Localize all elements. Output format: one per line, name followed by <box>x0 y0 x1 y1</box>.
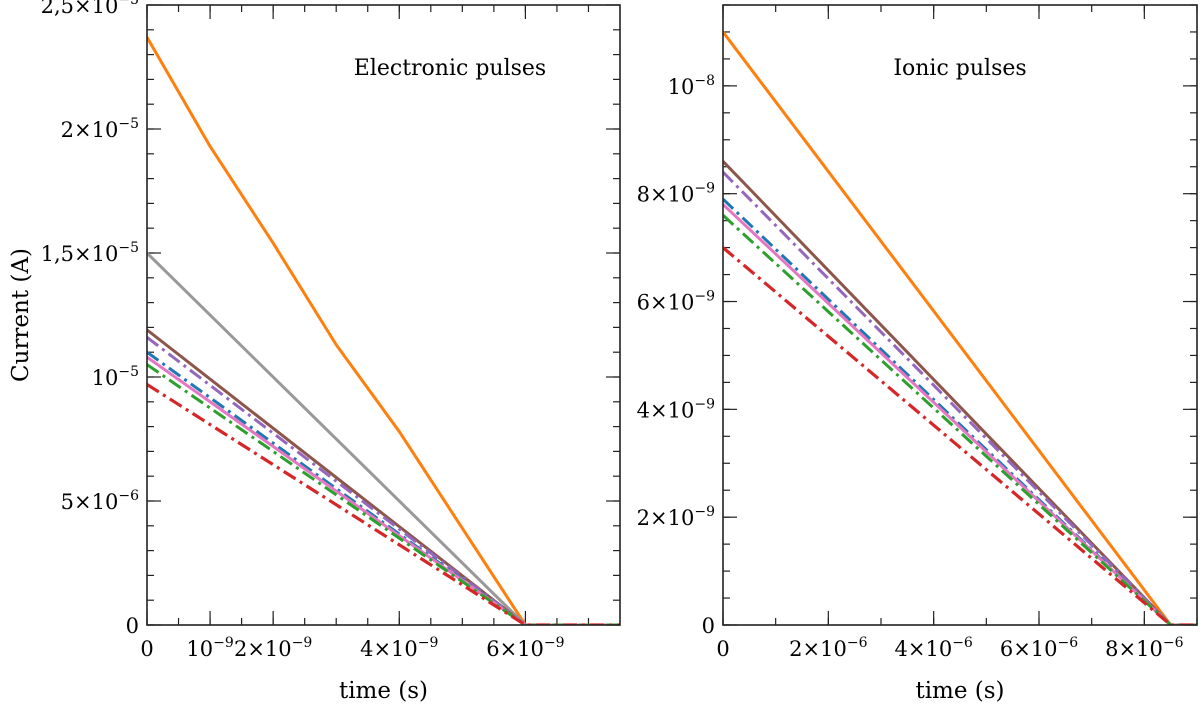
series-line-5 <box>723 203 1197 625</box>
series-line-3 <box>723 171 1197 625</box>
y-tick-label: 2×10−9 <box>637 504 715 530</box>
minor-ticks <box>722 4 1198 626</box>
x-tick-label: 2×10−9 <box>234 635 312 661</box>
x-tick-label: 4×10−9 <box>360 635 438 661</box>
x-tick-label: 2×10−6 <box>789 635 867 661</box>
plot-frame <box>146 4 621 626</box>
x-axis-label: time (s) <box>915 678 1004 704</box>
series-line-4 <box>147 336 620 625</box>
series-line-6 <box>147 355 620 625</box>
x-tick-label: 8×10−6 <box>1105 635 1183 661</box>
y-tick-label: 10−8 <box>668 73 715 99</box>
x-tick-label: 0 <box>716 637 729 661</box>
electronic-pulses-panel: 0 10−9 2×10−9 4×10−9 6×10−9 0 5×10−6 10−5 1,5×10… <box>8 0 621 704</box>
y-tick-label: 5×10−6 <box>61 488 139 514</box>
ionic-pulses-panel: 0 2×10−6 4×10−6 6×10−6 8×10−6 0 2×10−9 4×10−9 6×… <box>637 4 1198 704</box>
y-tick-label: 0 <box>126 614 139 638</box>
series-line-1 <box>147 36 620 625</box>
y-tick-label: 6×10−9 <box>637 289 715 315</box>
plot-frame <box>722 4 1198 626</box>
x-tick-label: 6×10−9 <box>486 635 564 661</box>
panel-annotation: Ionic pulses <box>893 56 1026 81</box>
series-line-8 <box>147 383 620 625</box>
x-tick-label: 6×10−6 <box>1000 635 1078 661</box>
y-axis-label: Current (A) <box>8 248 34 382</box>
y-tick-label: 10−5 <box>92 364 139 390</box>
panel-annotation: Electronic pulses <box>354 56 546 81</box>
x-axis-label: time (s) <box>339 678 428 704</box>
series-line-5 <box>147 350 620 625</box>
x-tick-label: 4×10−6 <box>895 635 973 661</box>
series-line-2 <box>147 251 620 625</box>
series-lines <box>723 31 1197 625</box>
series-line-2 <box>723 160 1197 625</box>
x-tick-label: 10−9 <box>186 635 233 661</box>
y-tick-label: 2,5×10−5 <box>41 0 139 18</box>
minor-ticks <box>146 5 620 626</box>
y-tick-label: 2×10−5 <box>61 116 139 142</box>
series-line-6 <box>723 214 1197 625</box>
y-tick-label: 8×10−9 <box>637 181 715 207</box>
series-lines <box>147 36 620 625</box>
x-tick-label: 0 <box>140 637 153 661</box>
y-tick-label: 1,5×10−5 <box>41 240 139 266</box>
series-line-3 <box>147 328 620 625</box>
y-tick-label: 4×10−9 <box>637 396 715 422</box>
series-line-7 <box>723 246 1197 625</box>
y-tick-label: 0 <box>702 614 715 638</box>
series-line-1 <box>723 31 1197 625</box>
